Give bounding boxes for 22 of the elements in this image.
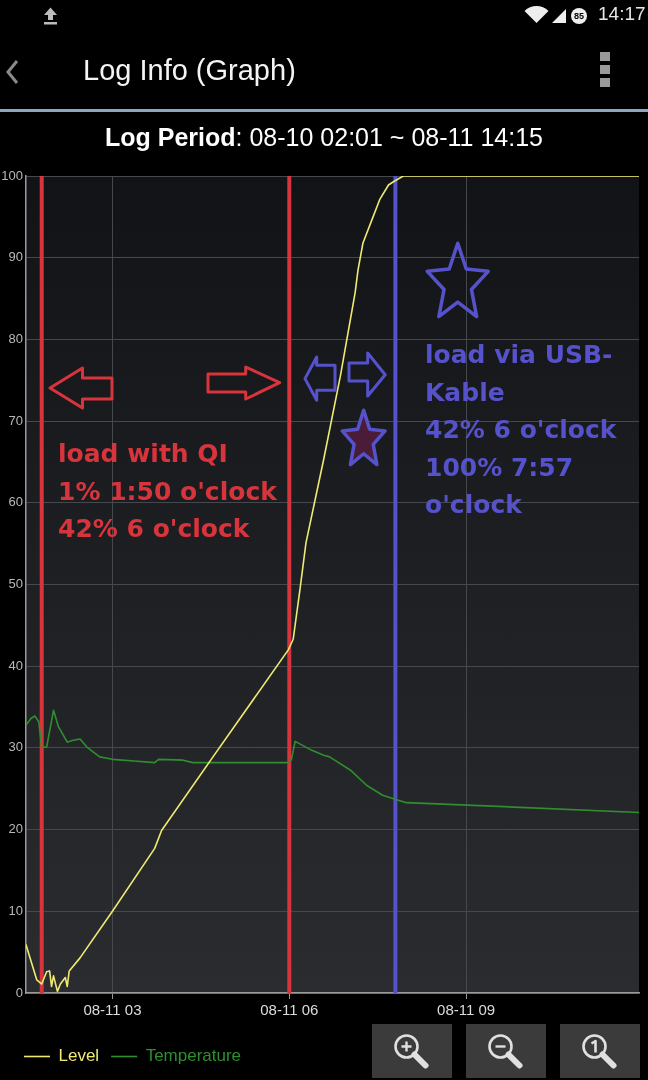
y-tick-label: 30 (8, 739, 23, 755)
legend-label: Level (58, 1046, 100, 1066)
annotation: load via USB- Kable 42% 6 o'clock 100% 7:57 o'clock (425, 340, 618, 520)
legend-label: Temperature (145, 1046, 242, 1066)
y-tick-label: 40 (8, 657, 23, 673)
text: 14:17 (598, 3, 646, 25)
y-tick-label: 10 (8, 902, 23, 918)
y-tick-label: 60 (8, 494, 23, 510)
y-tick-label: 80 (8, 330, 23, 346)
y-tick-label: 90 (8, 249, 23, 265)
annotation: load with QI 1% 1:50 o'clock 42% 6 o'clock (58, 439, 279, 544)
y-tick-label: 0 (15, 984, 23, 1000)
y-tick-label: 100 (1, 167, 23, 183)
x-tick-label: 08-11 09 (437, 1001, 496, 1019)
chart-subtitle: Log Period: 08-10 02:01 ~ 08-11 14:15 (104, 122, 544, 153)
x-tick-label: 08-11 06 (260, 1001, 319, 1019)
chart-title: Log Info (Graph) (83, 53, 296, 88)
y-tick-label: 70 (8, 412, 23, 428)
x-tick-label: 08-11 03 (83, 1001, 142, 1019)
y-tick-label: 20 (8, 821, 23, 837)
badge: 85 (571, 8, 587, 24)
y-tick-label: 50 (8, 576, 23, 592)
